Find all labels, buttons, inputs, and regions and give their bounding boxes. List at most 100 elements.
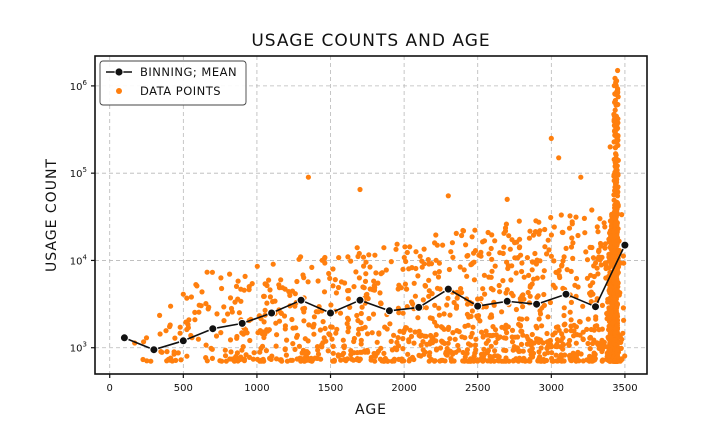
data-point — [611, 173, 617, 179]
data-point — [356, 275, 362, 281]
legend-box — [99, 60, 247, 106]
data-point — [229, 309, 235, 315]
data-point — [513, 270, 519, 276]
data-point — [157, 331, 163, 337]
y-tick-label: 104 — [70, 253, 88, 267]
mean-marker — [178, 336, 188, 346]
data-point — [357, 186, 363, 193]
data-point — [434, 242, 440, 248]
data-point — [292, 291, 298, 297]
data-point — [222, 353, 229, 359]
data-point — [283, 352, 289, 358]
data-point — [420, 297, 426, 303]
data-point — [233, 283, 240, 289]
x-tick-label: 3500 — [612, 383, 637, 394]
data-point — [223, 358, 229, 364]
data-point — [567, 309, 573, 315]
data-point — [424, 341, 430, 347]
data-point — [301, 318, 307, 324]
data-point — [246, 284, 252, 290]
data-point — [345, 329, 351, 335]
data-point — [375, 280, 381, 286]
data-point — [260, 356, 266, 362]
data-point — [609, 320, 616, 326]
data-point — [432, 319, 438, 325]
data-point — [416, 352, 422, 358]
data-point — [614, 347, 620, 353]
data-point — [568, 244, 575, 250]
data-point — [175, 350, 181, 356]
data-point — [264, 300, 270, 306]
data-point — [607, 358, 613, 364]
data-point — [393, 246, 399, 252]
data-point — [451, 299, 457, 306]
data-point — [172, 335, 178, 341]
data-point — [228, 349, 234, 355]
data-point — [472, 342, 478, 348]
data-point — [509, 339, 516, 345]
data-point — [185, 322, 191, 328]
data-point — [433, 347, 440, 353]
data-point — [593, 314, 599, 320]
data-point — [577, 318, 583, 325]
data-point — [294, 356, 300, 362]
data-point — [485, 347, 491, 354]
data-point — [192, 317, 198, 323]
data-point — [489, 268, 495, 274]
data-point — [612, 97, 619, 104]
data-point — [517, 244, 523, 250]
data-point — [372, 252, 378, 258]
data-point — [594, 340, 600, 346]
data-point — [469, 308, 475, 314]
data-point — [524, 341, 530, 347]
mean-marker — [149, 345, 159, 355]
data-point — [541, 302, 548, 308]
data-point — [601, 220, 607, 226]
data-point — [539, 323, 545, 329]
data-point — [492, 348, 498, 354]
data-point — [537, 308, 543, 314]
data-point — [315, 351, 322, 357]
x-axis-label: AGE — [355, 402, 387, 418]
data-point — [578, 174, 584, 180]
data-point — [300, 272, 306, 278]
data-point — [359, 304, 365, 310]
data-point — [536, 231, 542, 237]
data-point — [420, 347, 426, 353]
data-point — [204, 269, 210, 275]
data-point — [537, 258, 543, 264]
data-point — [436, 269, 442, 275]
data-point — [598, 243, 604, 249]
data-point — [409, 299, 415, 305]
data-point — [568, 317, 574, 323]
data-point — [399, 358, 405, 364]
data-point — [541, 291, 547, 298]
data-point — [345, 254, 351, 260]
data-point — [363, 271, 369, 277]
data-point — [612, 157, 619, 163]
data-point — [530, 354, 536, 360]
data-point — [227, 271, 233, 277]
data-point — [614, 199, 620, 205]
data-point — [423, 305, 429, 311]
mean-marker — [473, 301, 483, 311]
data-point — [570, 255, 576, 261]
data-point — [305, 279, 311, 285]
data-point — [607, 144, 613, 150]
data-point — [227, 295, 234, 301]
data-point — [214, 311, 220, 317]
data-point — [497, 289, 503, 295]
data-point — [360, 254, 367, 260]
data-point — [366, 252, 372, 258]
data-point — [589, 244, 595, 251]
data-point — [305, 174, 311, 180]
data-point — [596, 327, 602, 333]
data-point — [595, 271, 601, 277]
data-point — [348, 352, 354, 358]
y-tick-exponent: 3 — [83, 341, 87, 349]
data-point — [486, 251, 492, 257]
data-point — [480, 358, 486, 364]
data-point — [615, 288, 621, 294]
data-point — [545, 237, 551, 243]
data-point — [581, 215, 588, 221]
